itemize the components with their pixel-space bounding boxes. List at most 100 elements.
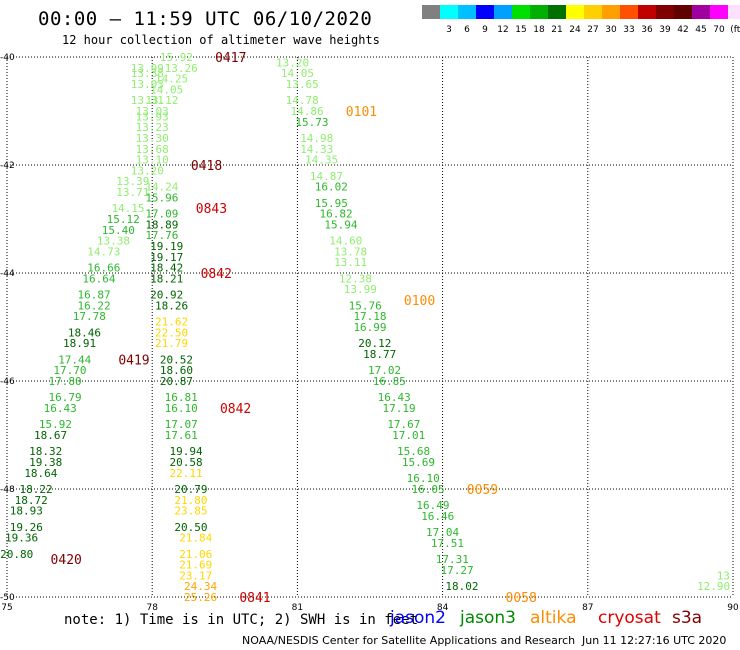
legend-swatch	[530, 5, 548, 19]
wave-height-label: 18.67	[34, 429, 67, 442]
wave-height-label: 17.61	[165, 429, 198, 442]
legend-swatch	[656, 5, 674, 19]
wave-height-label: 15.92	[160, 51, 193, 64]
legend-label: 3	[446, 25, 452, 35]
wave-height-label: 18.89	[145, 218, 178, 231]
wave-height-label: 16.79	[49, 391, 82, 404]
wave-height-label: 18.46	[68, 326, 101, 339]
wave-height-label: 16.43	[378, 391, 411, 404]
wave-height-label: 18.26	[155, 299, 188, 312]
map-title: 00:00 – 11:59 UTC 06/10/2020	[38, 8, 373, 30]
wave-height-label: 17.70	[53, 364, 86, 377]
wave-height-label: 17.19	[382, 402, 415, 415]
wave-height-label: 14.24	[145, 181, 178, 194]
wave-height-label: 17.01	[392, 429, 425, 442]
wave-height-label: 17.80	[49, 375, 82, 388]
legend-label: 70	[713, 25, 725, 35]
wave-height-label: 20.92	[150, 289, 183, 302]
wave-height-label: 16.66	[87, 262, 120, 275]
axis-labels: 75 78 81 84 87 90 -40 -42 -44 -46 -48 -50	[0, 53, 739, 610]
wave-height-label: 21.62	[155, 316, 188, 329]
wave-height-label: 23.85	[174, 505, 207, 518]
wave-height-label: 13.30	[136, 132, 169, 145]
time-label: 0843	[196, 202, 227, 217]
wave-height-label: 16.49	[416, 499, 449, 512]
wave-height-label: 14.87	[310, 170, 343, 183]
credit-line: NOAA/NESDIS Center for Satellite Applica…	[242, 634, 576, 647]
wave-height-label: 19.19	[150, 240, 183, 253]
wave-height-label: 13.12	[145, 94, 178, 107]
wave-height-label: 16.81	[165, 391, 198, 404]
wave-height-label: 22.50	[155, 326, 188, 339]
wave-height-label: 16.99	[353, 321, 386, 334]
legend-label: 24	[569, 25, 581, 35]
wave-height-label: 15.95	[315, 197, 348, 210]
wave-height-label: 17.04	[426, 526, 459, 539]
lat-tick-label: -46	[0, 377, 15, 387]
wave-height-label: 18.32	[29, 445, 62, 458]
wave-height-label: 16.05	[412, 483, 445, 496]
wave-height-label: 16.87	[78, 289, 111, 302]
wave-height-label: 18.02	[445, 580, 478, 593]
wave-height-label: 19.94	[170, 445, 203, 458]
wave-height-label: 13.10	[136, 154, 169, 167]
satellite-jason3: jason3	[460, 608, 516, 628]
track-labels: 15.9213.2613.9913.3814.2513.0314.0513.12…	[0, 51, 730, 604]
wave-height-label: 17.02	[368, 364, 401, 377]
lat-tick-label: -48	[0, 485, 15, 495]
wave-height-label: 20.50	[174, 521, 207, 534]
legend-swatch	[620, 5, 638, 19]
map-subtitle: 12 hour collection of altimeter wave hei…	[62, 33, 380, 47]
wave-height-label: 17.18	[353, 310, 386, 323]
wave-height-label: 13	[717, 569, 730, 582]
wave-height-label: 15.68	[397, 445, 430, 458]
lat-tick-label: -50	[0, 593, 15, 603]
legend-swatch	[566, 5, 584, 19]
satellite-jason2: jason2	[390, 608, 446, 628]
wave-height-label: 14.25	[155, 73, 188, 86]
time-label: 0417	[215, 51, 246, 66]
wave-height-label: 18.42	[150, 262, 183, 275]
wave-height-label: 24.34	[184, 580, 217, 593]
legend-swatch	[692, 5, 710, 19]
wave-height-label: 21.80	[174, 494, 207, 507]
wave-height-label: 15.94	[324, 218, 357, 231]
time-label: 0100	[404, 294, 435, 309]
wave-height-label: 20.52	[160, 353, 193, 366]
legend-label: 6	[464, 25, 470, 35]
wave-height-label: 13.99	[344, 283, 377, 296]
wave-height-label: 16.22	[78, 299, 111, 312]
wave-height-label: 21.79	[155, 337, 188, 350]
wave-height-label: 17.31	[436, 553, 469, 566]
wave-height-label: 14.98	[300, 132, 333, 145]
legend-swatch	[494, 5, 512, 19]
wave-height-label: 23.17	[179, 569, 212, 582]
lon-tick-label: 84	[437, 603, 449, 610]
wave-height-label: 16.10	[165, 402, 198, 415]
time-label: 0420	[51, 553, 82, 568]
wave-height-label: 13.71	[116, 186, 149, 199]
wave-height-label: 18.77	[363, 348, 396, 361]
wave-height-label: 19.36	[5, 532, 38, 545]
time-labels: 0417 0101 0418 0843 0842 0100 0419 0842 0059 0420…	[51, 51, 537, 606]
wave-height-label: 20.87	[160, 375, 193, 388]
wave-height-label: 13.93	[136, 110, 169, 123]
wave-height-label: 21.84	[179, 532, 212, 545]
wave-height-label: 18.60	[160, 364, 193, 377]
legend-label: 36	[641, 25, 653, 35]
wave-height-label: 13.03	[136, 105, 169, 118]
wave-height-label: 13.68	[136, 143, 169, 156]
wave-height-label: 14.15	[111, 202, 144, 215]
wave-height-label: 17.09	[145, 208, 178, 221]
wave-height-label: 17.44	[58, 353, 91, 366]
lon-tick-label: 90	[727, 603, 739, 610]
wave-height-label: 20.80	[0, 548, 33, 561]
wave-height-label: 18.91	[63, 337, 96, 350]
wave-height-label: 21.69	[179, 559, 212, 572]
wave-height-label: 16.10	[407, 472, 440, 485]
lon-tick-label: 81	[292, 603, 303, 610]
legend-swatch	[548, 5, 566, 19]
wave-height-label: 15.69	[402, 456, 435, 469]
wave-height-label: 16.64	[82, 272, 115, 285]
wave-height-label: 25.26	[184, 591, 217, 604]
